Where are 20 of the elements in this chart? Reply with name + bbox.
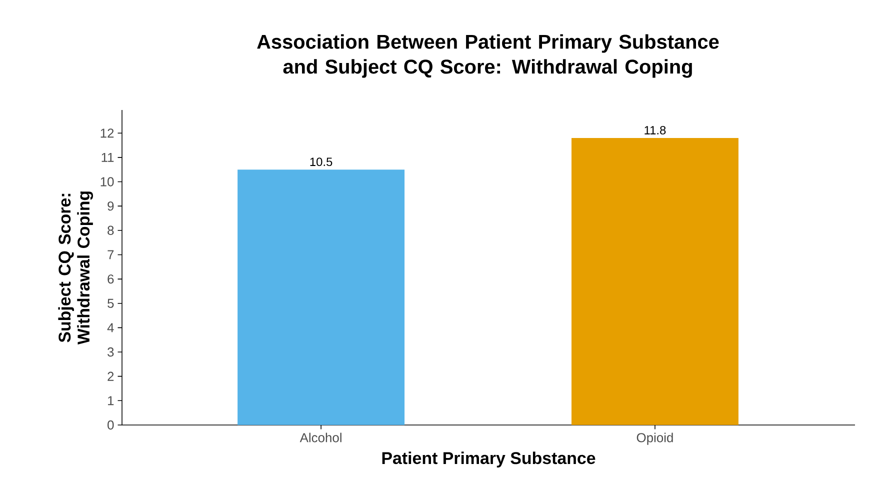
y-tick-label: 4: [107, 323, 114, 332]
y-tick-label: 2: [108, 372, 114, 381]
y-axis-title: Subject CQ Score: Withdrawal Coping: [58, 192, 93, 345]
y-tick-label: 0: [108, 420, 114, 430]
y-tick-label: 6: [108, 274, 114, 284]
data-label: 11.8: [644, 126, 666, 134]
chart-title: Association Between Patient Primary Substance and Subject CQ Score: Withdrawal Coping: [257, 34, 719, 78]
y-tick-label: 10: [100, 177, 114, 186]
y-tick-label: 1: [108, 396, 114, 406]
y-tick-label: 12: [100, 128, 114, 138]
x-tick-label: Opioid: [636, 432, 673, 445]
y-tick-label: 11: [102, 152, 114, 162]
y-tick-label: 3: [108, 347, 114, 357]
data-label: 10.5: [310, 158, 332, 166]
y-tick-label: 5: [108, 298, 114, 308]
x-axis-title: Patient Primary Substance: [382, 452, 596, 468]
y-tick-label: 9: [108, 201, 114, 211]
y-tick-label: 8: [108, 226, 114, 235]
y-tick-label: 7: [108, 250, 114, 260]
x-tick-label: Alcohol: [300, 432, 342, 442]
